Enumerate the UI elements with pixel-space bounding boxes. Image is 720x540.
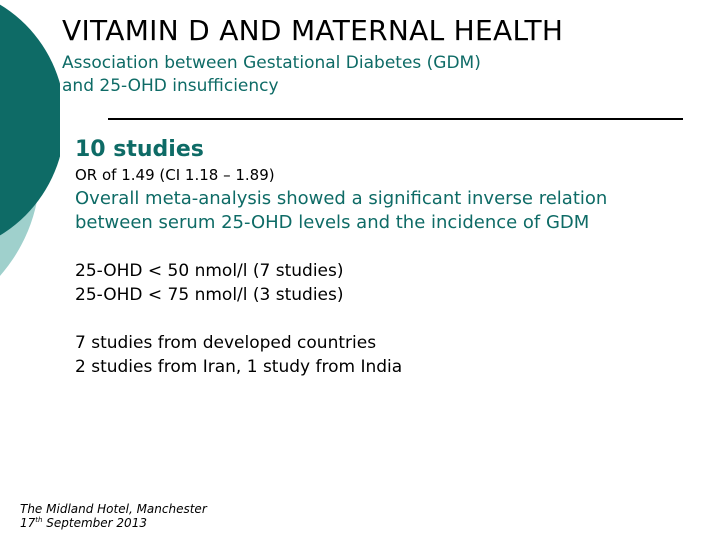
threshold-list: 25-OHD < 50 nmol/l (7 studies) 25-OHD < … (75, 259, 344, 307)
slide-footer: The Midland Hotel, Manchester 17th Septe… (20, 502, 207, 530)
divider-line (108, 118, 683, 120)
footer-date-day: 17 (20, 516, 36, 530)
footer-venue: The Midland Hotel, Manchester (20, 502, 207, 516)
footer-date-rest: September 2013 (42, 516, 147, 530)
origin-list: 7 studies from developed countries 2 stu… (75, 331, 402, 379)
subtitle-line: and 25-OHD insufficiency (62, 76, 279, 96)
threshold-item: 25-OHD < 75 nmol/l (3 studies) (75, 285, 344, 305)
summary-line: between serum 25-OHD levels and the inci… (75, 212, 590, 233)
summary-line: Overall meta-analysis showed a significa… (75, 188, 608, 209)
threshold-item: 25-OHD < 50 nmol/l (7 studies) (75, 261, 344, 281)
slide-subtitle: Association between Gestational Diabetes… (62, 52, 481, 98)
odds-ratio-text: OR of 1.49 (CI 1.18 – 1.89) (75, 166, 275, 184)
origin-item: 2 studies from Iran, 1 study from India (75, 357, 403, 377)
footer-date-suffix: th (35, 516, 43, 524)
origin-item: 7 studies from developed countries (75, 333, 377, 353)
studies-heading: 10 studies (75, 137, 204, 162)
subtitle-line: Association between Gestational Diabetes… (62, 53, 481, 73)
meta-analysis-summary: Overall meta-analysis showed a significa… (75, 187, 705, 235)
slide-title: VITAMIN D AND MATERNAL HEALTH (62, 14, 564, 47)
decorative-circles (0, 0, 60, 300)
footer-date: 17th September 2013 (20, 516, 207, 530)
